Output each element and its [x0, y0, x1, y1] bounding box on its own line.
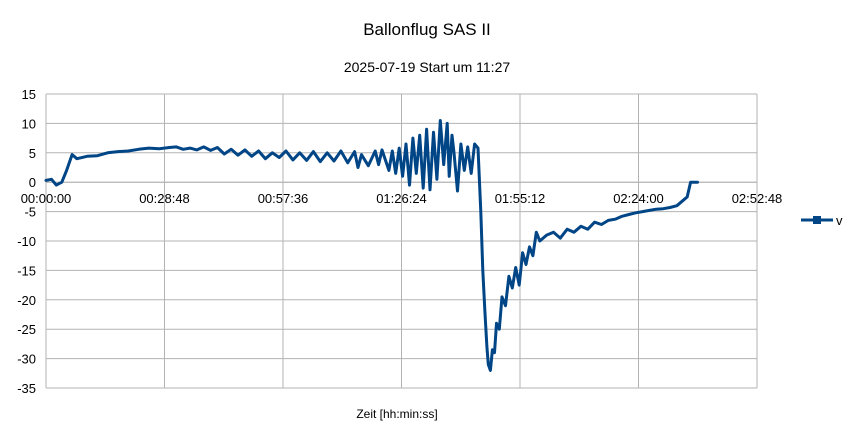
x-tick-label: 02:52:48 [732, 191, 783, 206]
y-tick-label: 5 [29, 146, 36, 161]
x-tick-label: 00:57:36 [258, 191, 309, 206]
y-tick-label: 10 [22, 116, 36, 131]
chart-title: Ballonflug SAS II [363, 20, 491, 39]
series-line-v [44, 119, 699, 372]
y-tick-label: 15 [22, 87, 36, 102]
legend-label: v [836, 213, 843, 228]
y-tick-label: -25 [17, 322, 36, 337]
x-tick-label: 01:26:24 [376, 191, 427, 206]
x-tick-label: 01:55:12 [495, 191, 546, 206]
y-tick-label: -35 [17, 381, 36, 396]
y-tick-label: -5 [24, 205, 36, 220]
legend-marker [813, 216, 821, 224]
series-layer [44, 119, 699, 372]
grid [45, 93, 758, 389]
y-tick-label: -20 [17, 293, 36, 308]
x-tick-label: 02:24:00 [613, 191, 664, 206]
y-tick-label: -15 [17, 263, 36, 278]
x-axis-label: Zeit [hh:min:ss] [356, 407, 437, 421]
y-tick-label: -30 [17, 352, 36, 367]
y-tick-label: -10 [17, 234, 36, 249]
legend: v [801, 213, 843, 228]
x-tick-label: 00:28:48 [139, 191, 190, 206]
chart-subtitle: 2025-07-19 Start um 11:27 [344, 59, 511, 75]
y-tick-label: 0 [29, 175, 36, 190]
